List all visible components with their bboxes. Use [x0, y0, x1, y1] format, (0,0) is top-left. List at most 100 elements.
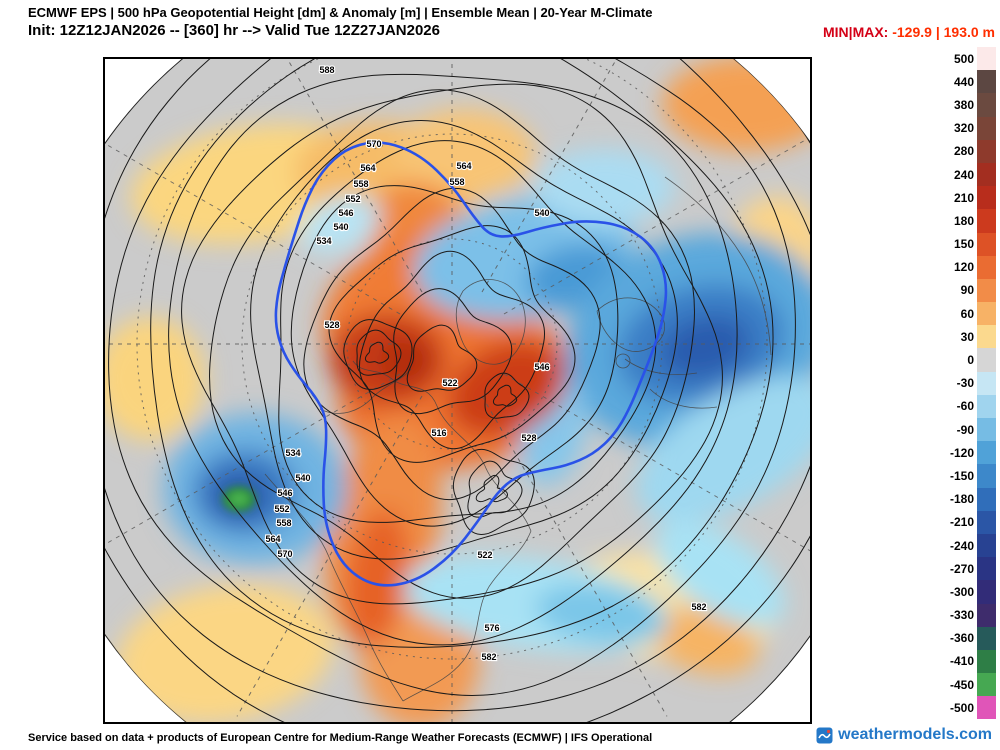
- contour-label: 546: [534, 362, 549, 372]
- colorbar-row: 120: [940, 255, 1000, 279]
- colorbar-swatch: [977, 47, 996, 71]
- colorbar-swatch: [977, 255, 996, 279]
- colorbar-row: -450: [940, 673, 1000, 697]
- contour-label: 540: [295, 473, 310, 483]
- colorbar-row: 90: [940, 278, 1000, 303]
- highlight-contour: [274, 141, 668, 587]
- colorbar-row: 150: [940, 232, 1000, 256]
- contour-label: 570: [277, 549, 292, 559]
- map-area: 588 570 564 558 552 546 540 534 564 558 540 528 522 5…: [103, 57, 812, 724]
- coastline-north-america-east: [402, 530, 532, 702]
- colorbar-row: -300: [940, 580, 1000, 604]
- colorbar-tick-label: -150: [949, 468, 974, 483]
- height-contour: [168, 73, 738, 646]
- colorbar-tick-label: -60: [956, 399, 974, 414]
- colorbar-tick-label: -330: [949, 608, 974, 623]
- colorbar-row: -410: [940, 649, 1000, 674]
- contour-label: 558: [449, 177, 464, 187]
- contour-layer: [105, 59, 810, 722]
- colorbar-tick-label: 120: [953, 260, 974, 275]
- minmax-values: -129.9 | 193.0 m: [892, 24, 995, 40]
- contour-label: 570: [366, 139, 381, 149]
- colorbar-swatch: [977, 418, 996, 442]
- colorbar-swatch: [977, 394, 996, 418]
- colorbar-tick-label: 500: [953, 51, 974, 66]
- colorbar-row: -60: [940, 394, 1000, 418]
- coastline-north-america-west: [264, 473, 404, 702]
- chart-subtitle: Init: 12Z12JAN2026 -- [360] hr --> Valid…: [28, 22, 440, 39]
- colorbar-row: -240: [940, 533, 1000, 558]
- coastline-asia-northeast: [664, 176, 772, 356]
- coastline-layer: [264, 176, 772, 702]
- colorbar-swatch: [977, 278, 996, 303]
- height-contour: [358, 250, 546, 450]
- colorbar-tick-label: 210: [953, 190, 974, 205]
- height-contour: [475, 474, 509, 503]
- colorbar-swatch: [977, 139, 996, 163]
- colorbar-swatch: [977, 580, 996, 604]
- colorbar-row: 180: [940, 209, 1000, 233]
- colorbar-tick-label: 180: [953, 213, 974, 228]
- colorbar-swatch: [977, 533, 996, 558]
- contour-label: 588: [319, 65, 334, 75]
- contour-label: 564: [265, 534, 280, 544]
- height-contour: [492, 384, 518, 407]
- contour-label: 558: [353, 179, 368, 189]
- height-contour: [290, 185, 619, 527]
- colorbar-row: -330: [940, 603, 1000, 627]
- height-contour: [467, 460, 523, 518]
- coastline-greenland: [455, 279, 526, 365]
- anomaly-min-spot: [222, 486, 256, 512]
- colorbar-row: 30: [940, 325, 1000, 349]
- contour-label: 582: [691, 602, 706, 612]
- coastline-europe: [624, 358, 718, 409]
- colorbar-swatch: [977, 557, 996, 581]
- colorbar-tick-label: -240: [949, 538, 974, 553]
- contour-label: 522: [477, 550, 492, 560]
- colorbar-tick-label: 280: [953, 144, 974, 159]
- colorbar-swatch: [977, 93, 996, 117]
- height-contour: [343, 319, 413, 390]
- contour-label: 546: [338, 208, 353, 218]
- contour-label: 552: [345, 194, 360, 204]
- contour-label: 546: [277, 488, 292, 498]
- height-contour: [328, 225, 576, 463]
- height-contour: [181, 83, 723, 605]
- colorbar-tick-label: 90: [960, 283, 974, 298]
- colorbar-row: -500: [940, 696, 1000, 720]
- height-contour: [303, 187, 601, 501]
- graticule-layer: [105, 59, 810, 722]
- height-contour: [250, 119, 678, 560]
- contour-label: 534: [285, 448, 300, 458]
- colorbar-tick-label: 320: [953, 121, 974, 136]
- height-contour: [105, 59, 810, 722]
- colorbar-row: -180: [940, 487, 1000, 511]
- height-contour: [406, 324, 478, 392]
- coastline-scandinavia: [596, 297, 666, 352]
- contour-label: 534: [316, 236, 331, 246]
- contour-label: 516: [431, 428, 446, 438]
- colorbar-tick-label: -30: [956, 376, 974, 391]
- coastline-alaska: [319, 368, 412, 414]
- contour-label: 540: [534, 208, 549, 218]
- contour-label-layer: 5885705645585525465405345645585405285225…: [264, 64, 707, 663]
- anomaly-colorbar: 500 440 380 320 280 240 210 180 150 120 90 60 30 0 -30…: [940, 47, 1000, 720]
- colorbar-tick-label: 440: [953, 74, 974, 89]
- colorbar-row: 60: [940, 302, 1000, 326]
- colorbar-row: -90: [940, 418, 1000, 442]
- colorbar-tick-label: 30: [960, 329, 974, 344]
- contour-label: 576: [484, 623, 499, 633]
- colorbar-tick-label: 60: [960, 306, 974, 321]
- colorbar-swatch: [977, 116, 996, 140]
- weather-map: 5885705645585525465405345645585405285225…: [105, 59, 810, 722]
- colorbar-tick-label: -360: [949, 631, 974, 646]
- brand-link[interactable]: weathermodels.com: [816, 726, 992, 744]
- contour-label: 528: [521, 433, 536, 443]
- colorbar-row: 0: [940, 348, 1000, 372]
- colorbar-swatch: [977, 441, 996, 465]
- colorbar-tick-label: -300: [949, 584, 974, 599]
- height-contour: [278, 140, 657, 523]
- colorbar-swatch: [977, 603, 996, 627]
- colorbar-swatch: [977, 70, 996, 94]
- contour-label: 522: [442, 378, 457, 388]
